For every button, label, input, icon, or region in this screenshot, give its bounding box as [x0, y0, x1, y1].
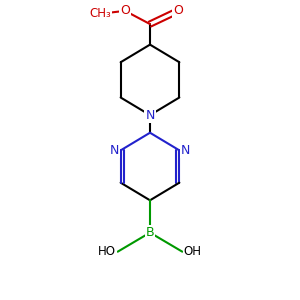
Text: HO: HO	[98, 245, 116, 258]
Text: N: N	[181, 144, 190, 157]
Text: O: O	[173, 4, 183, 17]
Text: B: B	[146, 226, 154, 239]
Text: N: N	[145, 109, 155, 122]
Text: CH₃: CH₃	[89, 7, 111, 20]
Text: OH: OH	[184, 245, 202, 258]
Text: N: N	[110, 144, 119, 157]
Text: O: O	[120, 4, 130, 17]
